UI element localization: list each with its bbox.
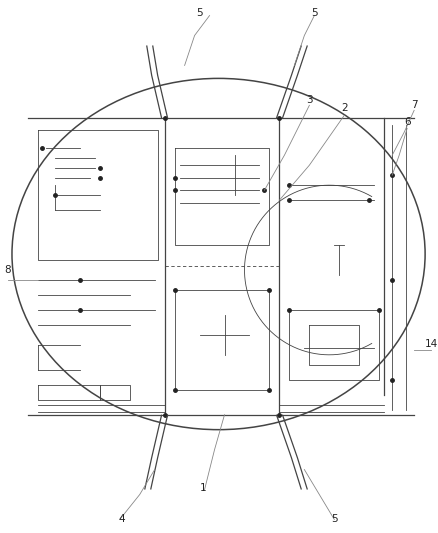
Text: 8: 8	[5, 265, 11, 275]
Text: 6: 6	[404, 117, 410, 127]
Text: 5: 5	[331, 514, 338, 524]
Text: 3: 3	[306, 95, 313, 106]
Text: 1: 1	[200, 482, 207, 492]
Text: 7: 7	[411, 100, 417, 110]
Text: 5: 5	[196, 7, 203, 18]
Text: 4: 4	[118, 514, 125, 524]
Text: 5: 5	[311, 7, 318, 18]
Text: 14: 14	[424, 339, 438, 349]
Text: 2: 2	[341, 103, 348, 114]
